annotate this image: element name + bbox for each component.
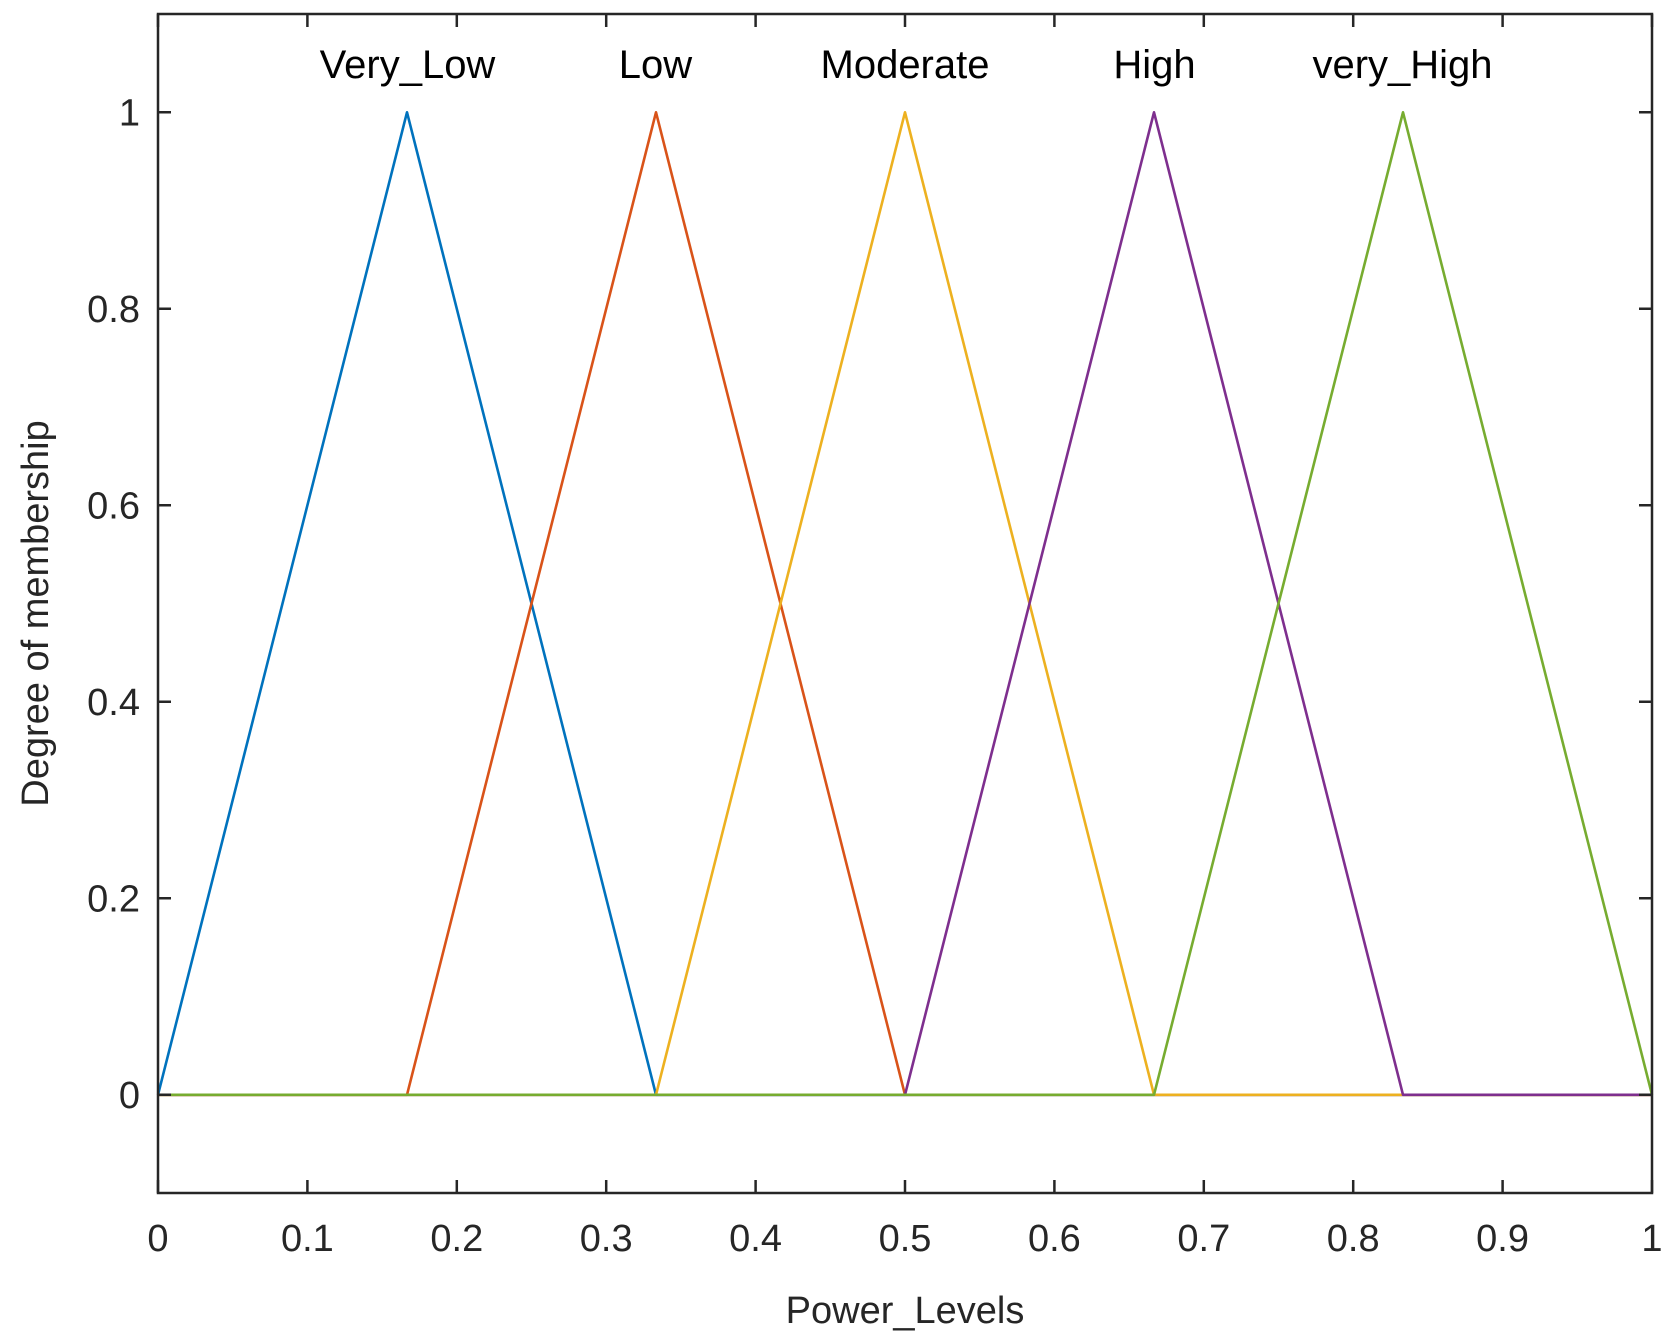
mf-label-low: Low (619, 43, 692, 87)
y-tick-label: 0.8 (87, 289, 140, 331)
y-tick-label: 0 (119, 1075, 140, 1117)
series-line-moderate (158, 111, 1652, 1097)
x-axis-label: Power_Levels (786, 1290, 1025, 1332)
y-tick-label: 1 (119, 92, 140, 134)
x-tick-label: 1 (1641, 1218, 1662, 1260)
x-tick-label: 0.5 (879, 1218, 932, 1260)
mf-label-layer: Very_Low Low Moderate High very_High (320, 43, 1493, 87)
tick-layer: 0 0.1 0.2 0.3 0.4 0.5 0.6 0.7 0.8 0.9 1 0 0.2 0.4 0.6 0… (87, 14, 1663, 1260)
x-tick-label: 0.6 (1028, 1218, 1081, 1260)
series-line-very-low (156, 111, 1652, 1097)
x-tick-label: 0.9 (1476, 1218, 1529, 1260)
series-line-very-high (158, 111, 1654, 1097)
x-tick-label: 0.8 (1327, 1218, 1380, 1260)
mf-label-very-high: very_High (1312, 43, 1492, 87)
x-tick-label: 0.7 (1177, 1218, 1230, 1260)
x-tick-label: 0.1 (281, 1218, 334, 1260)
x-tick-label: 0.3 (580, 1218, 633, 1260)
x-tick-label: 0 (147, 1218, 168, 1260)
y-tick-label: 0.6 (87, 485, 140, 527)
mf-label-moderate: Moderate (821, 43, 990, 87)
mf-label-very-low: Very_Low (320, 43, 496, 87)
y-axis-label: Degree of membership (15, 420, 57, 807)
series-layer (156, 111, 1654, 1097)
plot-frame (156, 12, 1654, 1195)
mf-label-high: High (1113, 43, 1195, 87)
y-tick-label: 0.2 (87, 878, 140, 920)
series-line-low (158, 111, 1652, 1097)
x-tick-label: 0.2 (430, 1218, 483, 1260)
x-tick-label: 0.4 (729, 1218, 782, 1260)
y-tick-label: 0.4 (87, 682, 140, 724)
series-line-high (158, 111, 1652, 1097)
